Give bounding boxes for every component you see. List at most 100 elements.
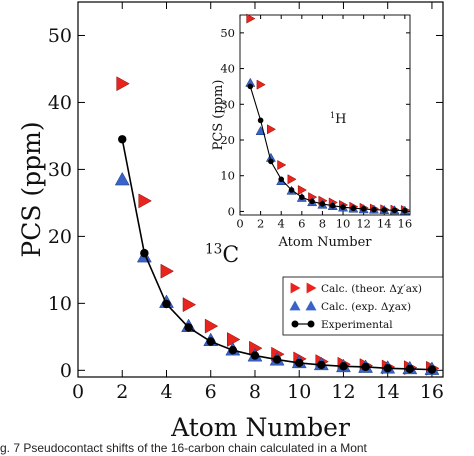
experimental-point (184, 323, 193, 332)
experimental-point (268, 158, 274, 165)
y-tick-label: 40 (220, 62, 235, 76)
x-tick-label: 6 (205, 381, 217, 403)
theoretical-point (182, 297, 197, 313)
nucleus-symbol: C (222, 243, 239, 268)
experimental-point (360, 206, 367, 212)
x-tick-label: 0 (236, 217, 243, 231)
experimental-point (272, 355, 282, 364)
experimental-point (309, 198, 315, 205)
experimental-point (257, 117, 264, 124)
experimental-point (427, 365, 437, 374)
y-axis-label: PCS (ppm) (211, 80, 226, 151)
series-circle-line (247, 83, 408, 214)
y-tick-label: 20 (220, 133, 235, 147)
legend-marker (306, 282, 317, 294)
theoretical-point (266, 124, 277, 135)
x-tick-label: 2 (257, 217, 264, 231)
figure-caption: g. 7 Pseudocontact shifts of the 16-carb… (0, 441, 367, 455)
experimental-point (317, 360, 326, 370)
x-tick-label: 8 (319, 217, 326, 231)
legend-marker (307, 320, 315, 328)
theoretical-point (287, 174, 297, 185)
experimental-point (162, 299, 171, 309)
experimental-point (288, 187, 295, 193)
y-tick-label: 50 (220, 26, 235, 40)
theoretical-point (246, 13, 256, 24)
y-tick-label: 0 (228, 204, 235, 218)
experimental-point (118, 135, 127, 144)
experimental-point (247, 83, 254, 90)
experimental-point (340, 204, 346, 210)
experimental-point (405, 364, 415, 374)
x-tick-label: 14 (376, 381, 400, 403)
experimental-line (249, 86, 405, 212)
experimental-point (391, 207, 398, 214)
experimental-point (299, 194, 305, 200)
y-tick-label: 10 (48, 293, 72, 315)
legend: Calc. (theor. Δχ′ax) Calc. (exp. Δχax) Exp… (282, 276, 444, 336)
theoretical-point (160, 263, 174, 279)
x-tick-label: 12 (331, 381, 355, 403)
nucleus-mass-number: 1 (330, 111, 335, 120)
theoretical-point (138, 193, 152, 209)
x-tick-label: 16 (398, 217, 413, 231)
exp-dchi-point (114, 171, 130, 186)
experimental-point (250, 351, 260, 360)
experimental-point (371, 206, 377, 213)
theoretical-point (226, 332, 241, 347)
legend-marker (290, 282, 301, 294)
y-tick-label: 10 (220, 169, 235, 183)
x-tick-label: 4 (160, 381, 172, 403)
experimental-point (140, 248, 149, 258)
experimental-point (361, 362, 370, 372)
plot-frame (77, 1, 444, 378)
experimental-point (228, 346, 238, 355)
x-tick-label: 14 (377, 217, 392, 231)
x-axis-label: Atom Number (170, 413, 350, 442)
nucleus-annotation: 13C (205, 242, 239, 268)
x-tick-label: 10 (287, 381, 311, 403)
x-tick-label: 6 (298, 217, 305, 231)
legend-entry: Experimental (321, 319, 393, 331)
y-tick-label: 40 (48, 92, 72, 114)
experimental-point (402, 207, 408, 214)
legend-marker (291, 320, 299, 328)
x-tick-label: 0 (72, 381, 84, 403)
x-tick-label: 10 (336, 217, 351, 231)
theoretical-point (297, 184, 307, 196)
y-axis-label: PCS (ppm) (17, 121, 46, 257)
legend-marker (289, 300, 301, 311)
legend-marker (305, 300, 317, 311)
x-tick-label: 2 (116, 381, 128, 403)
y-tick-label: 30 (48, 159, 72, 181)
nucleus-symbol: H (335, 112, 346, 127)
y-tick-label: 50 (48, 25, 72, 47)
nucleus-mass-number: 13 (205, 242, 222, 258)
legend-entry: Calc. (theor. Δχ′ax) (321, 283, 422, 295)
series-circle-line (118, 135, 437, 374)
experimental-point (329, 202, 336, 209)
x-tick-label: 4 (278, 217, 285, 231)
experimental-point (350, 205, 357, 212)
theoretical-point (277, 159, 287, 171)
y-tick-label: 30 (220, 97, 235, 111)
x-tick-label: 8 (249, 381, 261, 403)
experimental-point (319, 201, 326, 207)
experimental-point (206, 337, 215, 346)
y-tick-label: 0 (60, 360, 72, 382)
experimental-point (381, 207, 388, 213)
x-tick-label: 12 (356, 217, 371, 231)
theoretical-point (116, 76, 130, 92)
experimental-point (383, 364, 392, 373)
experimental-point (278, 176, 285, 183)
theoretical-point (204, 318, 219, 334)
experimental-point (295, 358, 304, 368)
legend-entry: Calc. (exp. Δχax) (321, 301, 411, 313)
y-tick-label: 20 (48, 226, 72, 248)
plot-frame (239, 14, 411, 216)
x-tick-label: 16 (420, 381, 444, 403)
x-axis-label: Atom Number (278, 235, 373, 250)
